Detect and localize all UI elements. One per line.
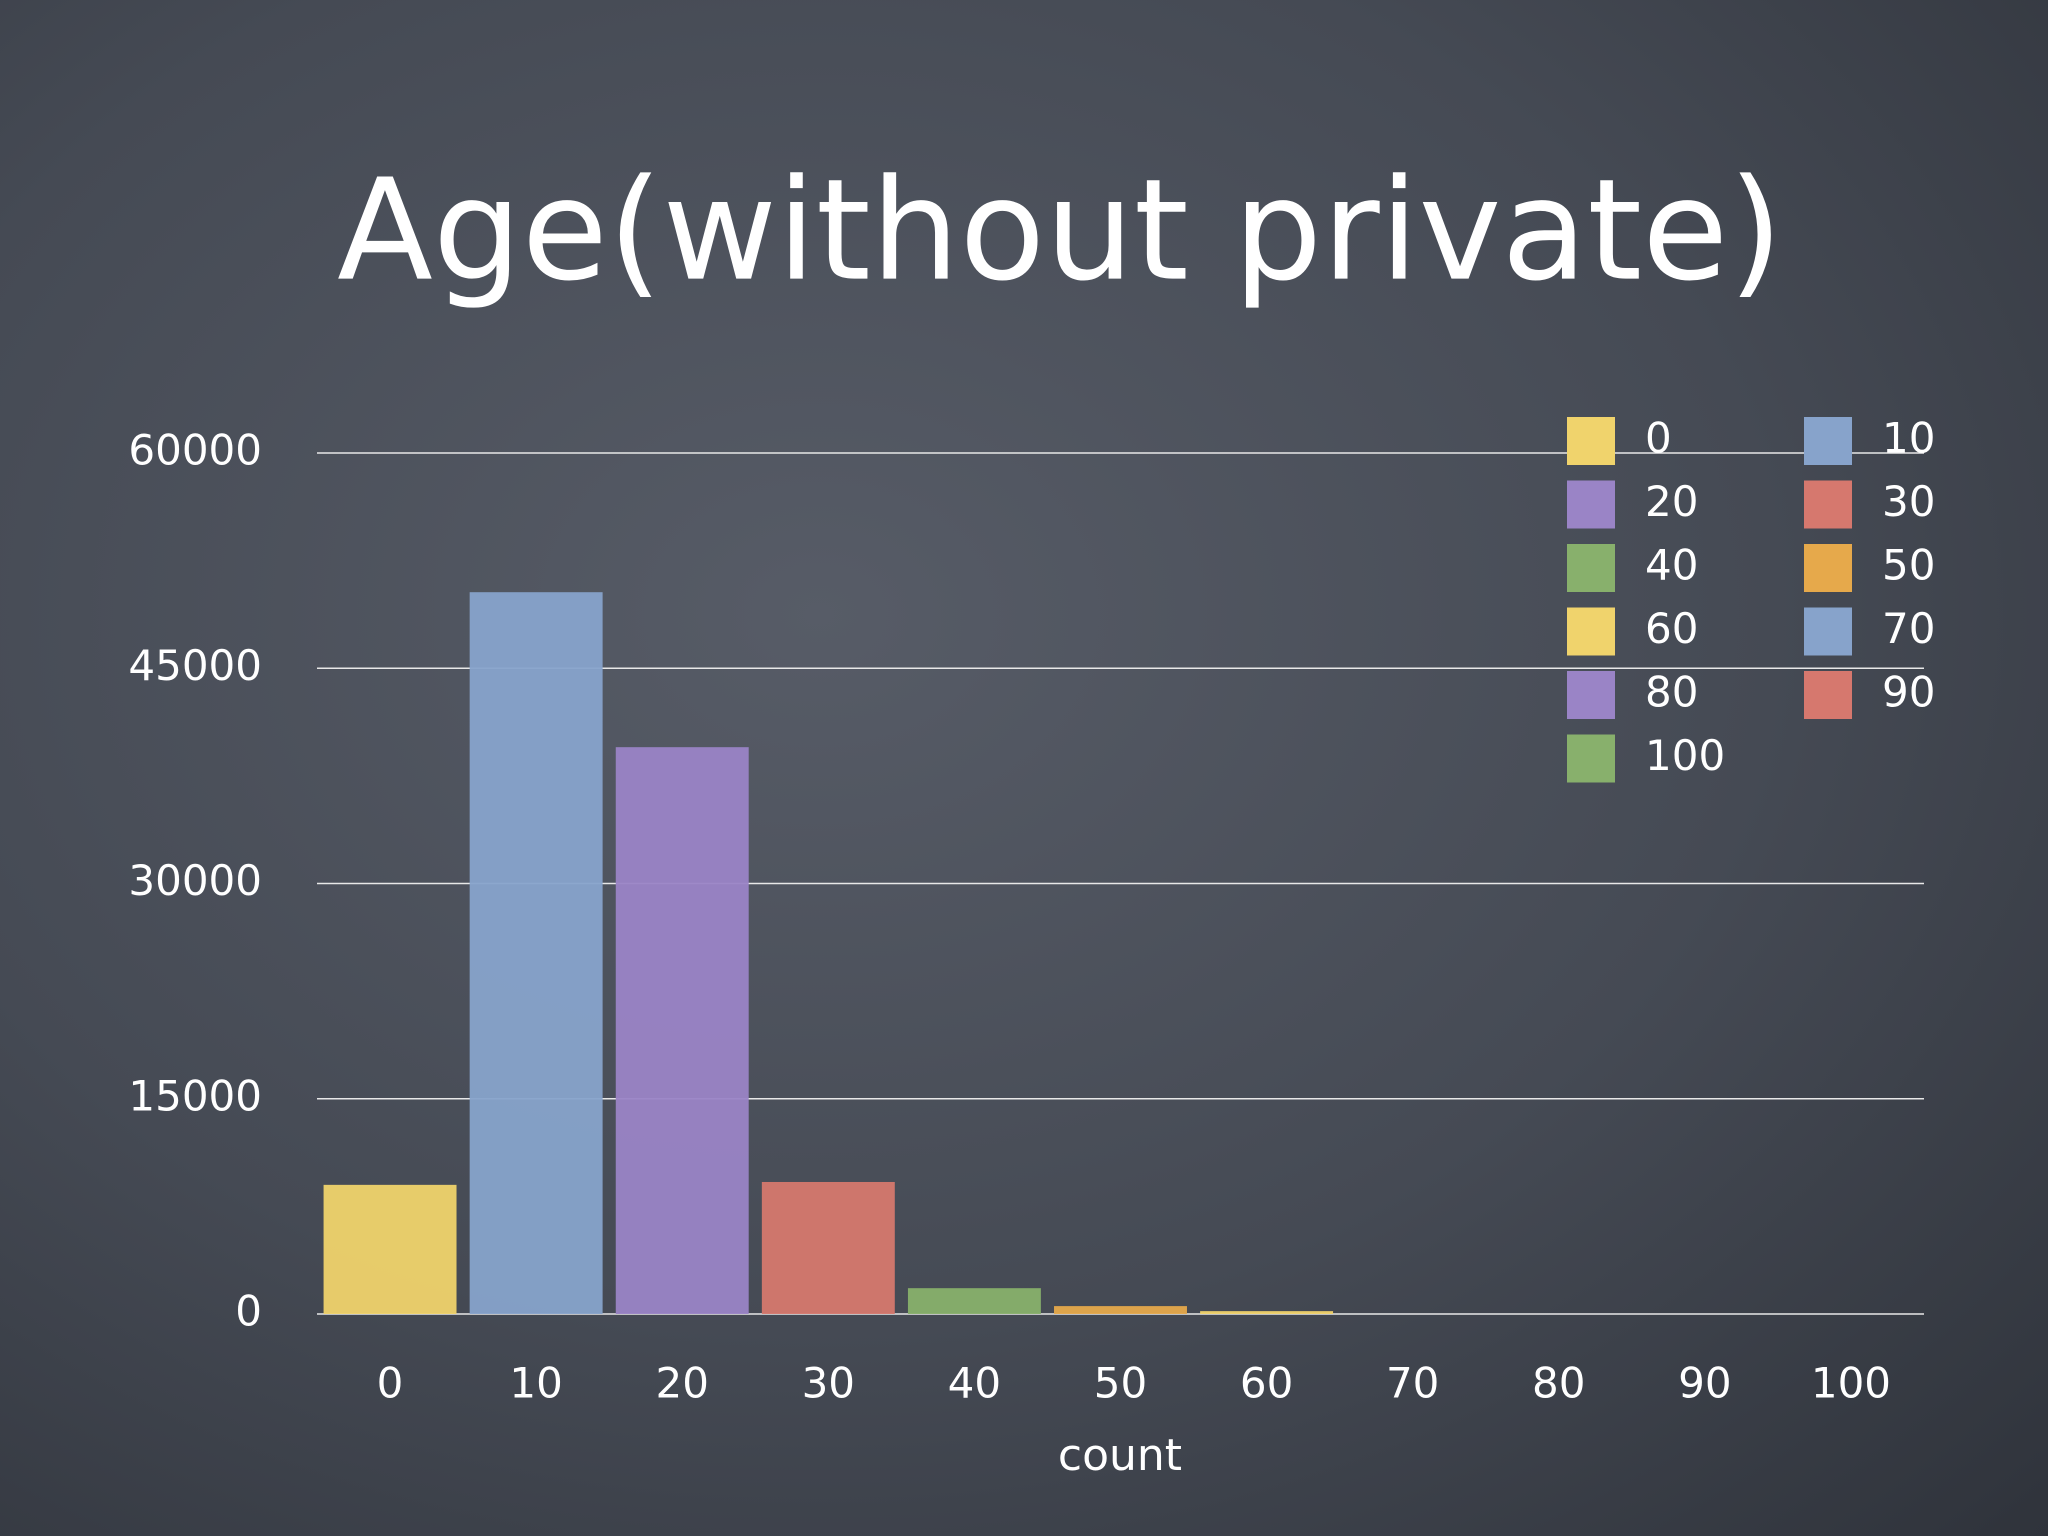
- bar: [761, 1181, 895, 1314]
- legend-label: 70: [1882, 604, 1935, 653]
- legend-label: 0: [1645, 414, 1672, 463]
- x-tick-label: 80: [1532, 1359, 1585, 1408]
- legend-swatch: [1804, 480, 1852, 529]
- legend-swatch: [1804, 607, 1852, 656]
- y-tick-label: 60000: [128, 426, 262, 475]
- bar: [1054, 1306, 1187, 1314]
- bar: [1200, 1311, 1334, 1314]
- legend-label: 100: [1645, 731, 1725, 780]
- chart-title: Age(without private): [337, 150, 1783, 313]
- legend-label: 50: [1882, 541, 1935, 590]
- x-tick-label: 20: [656, 1359, 709, 1408]
- x-tick-label: 10: [509, 1359, 562, 1408]
- bar: [615, 747, 749, 1314]
- legend-label: 60: [1645, 604, 1698, 653]
- x-tick-label: 40: [948, 1359, 1001, 1408]
- legend-swatch: [1567, 544, 1615, 592]
- y-tick-label: 30000: [128, 856, 262, 905]
- y-tick-label: 15000: [128, 1071, 262, 1120]
- legend-label: 80: [1645, 668, 1698, 717]
- bar: [323, 1184, 457, 1314]
- bar: [907, 1288, 1041, 1314]
- x-tick-label: 70: [1386, 1359, 1439, 1408]
- legend-swatch: [1804, 544, 1852, 592]
- x-tick-label: 30: [802, 1359, 855, 1408]
- x-tick-label: 50: [1094, 1359, 1147, 1408]
- legend-label: 10: [1882, 414, 1935, 463]
- legend-swatch: [1567, 607, 1615, 656]
- legend-swatch: [1567, 480, 1615, 529]
- legend-swatch: [1567, 671, 1615, 719]
- x-tick-label: 60: [1240, 1359, 1293, 1408]
- x-tick-label: 90: [1678, 1359, 1731, 1408]
- legend-label: 40: [1645, 541, 1698, 590]
- legend-swatch: [1804, 417, 1852, 465]
- legend-swatch: [1804, 671, 1852, 719]
- legend-swatch: [1567, 417, 1615, 465]
- legend-swatch: [1567, 734, 1615, 783]
- bar: [469, 592, 603, 1314]
- legend-label: 90: [1882, 668, 1935, 717]
- x-tick-label: 0: [377, 1359, 404, 1408]
- x-axis-label: count: [1058, 1430, 1182, 1481]
- y-tick-label: 0: [235, 1287, 262, 1336]
- legend-label: 30: [1882, 477, 1935, 526]
- y-tick-label: 45000: [128, 641, 262, 690]
- legend-label: 20: [1645, 477, 1698, 526]
- x-tick-label: 100: [1811, 1359, 1891, 1408]
